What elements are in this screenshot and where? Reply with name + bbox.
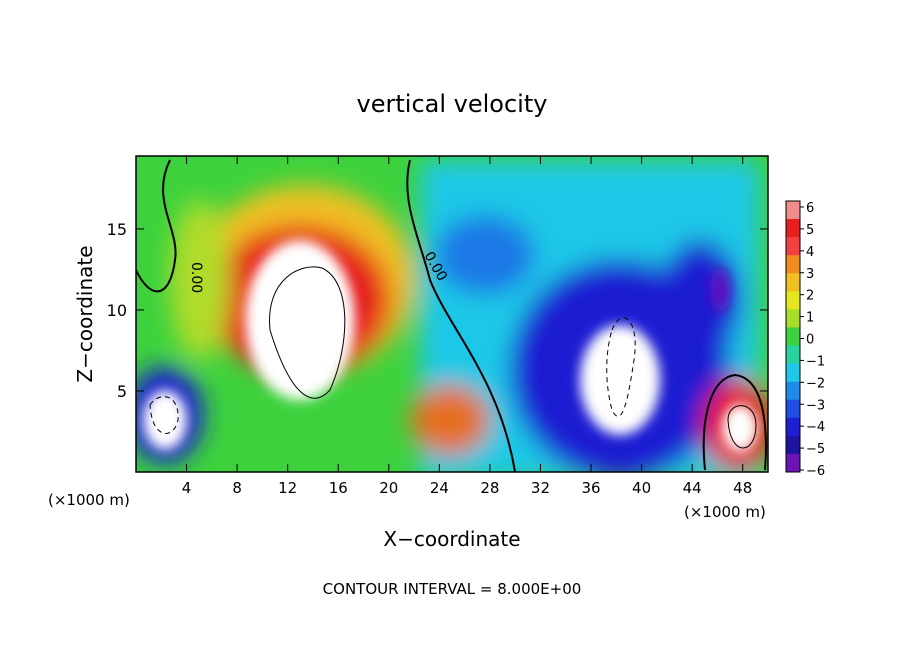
plot-frame (135, 155, 769, 473)
colorbar-tick-label: 5 (806, 223, 814, 238)
x-tick-label: 28 (480, 479, 499, 497)
x-tick-label: 32 (531, 479, 550, 497)
contour-west-dashed (149, 396, 179, 434)
x-tick-label: 8 (232, 479, 242, 497)
x-unit-right: (×1000 m) (684, 503, 766, 521)
y-tick-label: 5 (117, 382, 127, 401)
y-tick-label: 15 (107, 220, 127, 239)
colorbar-tick-label: −4 (806, 420, 825, 435)
x-tick-label: 20 (379, 479, 398, 497)
colorbar-swatch (786, 201, 800, 220)
x-tick-label: 16 (329, 479, 348, 497)
x-tick-label: 12 (278, 479, 297, 497)
colorbar-swatch (786, 399, 800, 419)
colorbar-tick-label: −1 (806, 354, 825, 369)
x-tick-label: 44 (683, 479, 702, 497)
contour-core (269, 266, 346, 399)
colorbar-tick-label: 2 (806, 289, 814, 304)
colorbar-swatch (786, 453, 800, 473)
colorbar-tick-label: 1 (806, 311, 814, 326)
colorbar-swatch (786, 381, 800, 401)
colorbar-swatch (786, 417, 800, 437)
y-axis-label: Z−coordinate (73, 245, 97, 382)
colorbar-swatch (786, 435, 800, 455)
x-axis-label: X−coordinate (383, 527, 520, 551)
x-axis-ticks: 4 8 12 16 20 24 28 32 36 40 44 48 (182, 156, 752, 497)
x-tick-label: 24 (430, 479, 449, 497)
colorbar-swatch (786, 219, 800, 238)
colorbar-swatch (786, 273, 800, 292)
chart-title: vertical velocity (357, 90, 548, 118)
x-tick-label: 48 (733, 479, 752, 497)
contour-interval-note: CONTOUR INTERVAL = 8.000E+00 (323, 580, 582, 598)
colorbar-swatch (786, 345, 800, 365)
colorbar-swatch (786, 309, 800, 328)
zero-contour-center (406, 159, 516, 472)
colorbar-tick-label: −3 (806, 398, 825, 413)
colorbar-tick-label: −6 (806, 464, 825, 479)
colorbar-tick-label: 4 (806, 245, 814, 260)
y-tick-label: 10 (107, 301, 127, 320)
colorbar-swatch (786, 363, 800, 383)
contour-east-core (727, 405, 757, 449)
colorbar-tick-label: 3 (806, 267, 814, 282)
colorbar-tick-label: −5 (806, 442, 825, 457)
colorbar-swatch (786, 291, 800, 310)
y-axis-ticks: 5 10 15 (107, 220, 768, 401)
colorbar-tick-label: 6 (806, 201, 814, 216)
x-tick-label: 36 (581, 479, 600, 497)
colorbar-swatch (786, 327, 800, 347)
zero-contour-west (136, 159, 177, 293)
colorbar: 6 5 4 3 2 1 0 −1 −2 −3 −4 −5 −6 (785, 200, 825, 479)
contour-label-west: 0.00 (188, 262, 204, 293)
zero-contour-east (702, 373, 767, 471)
x-unit-left: (×1000 m) (48, 491, 130, 509)
colorbar-swatch (786, 237, 800, 256)
colorbar-tick-label: 0 (806, 333, 814, 348)
velocity-field (136, 156, 768, 472)
colorbar-tick-label: −2 (806, 376, 825, 391)
x-tick-label: 40 (632, 479, 651, 497)
colorbar-swatch (786, 255, 800, 274)
x-tick-label: 4 (182, 479, 192, 497)
